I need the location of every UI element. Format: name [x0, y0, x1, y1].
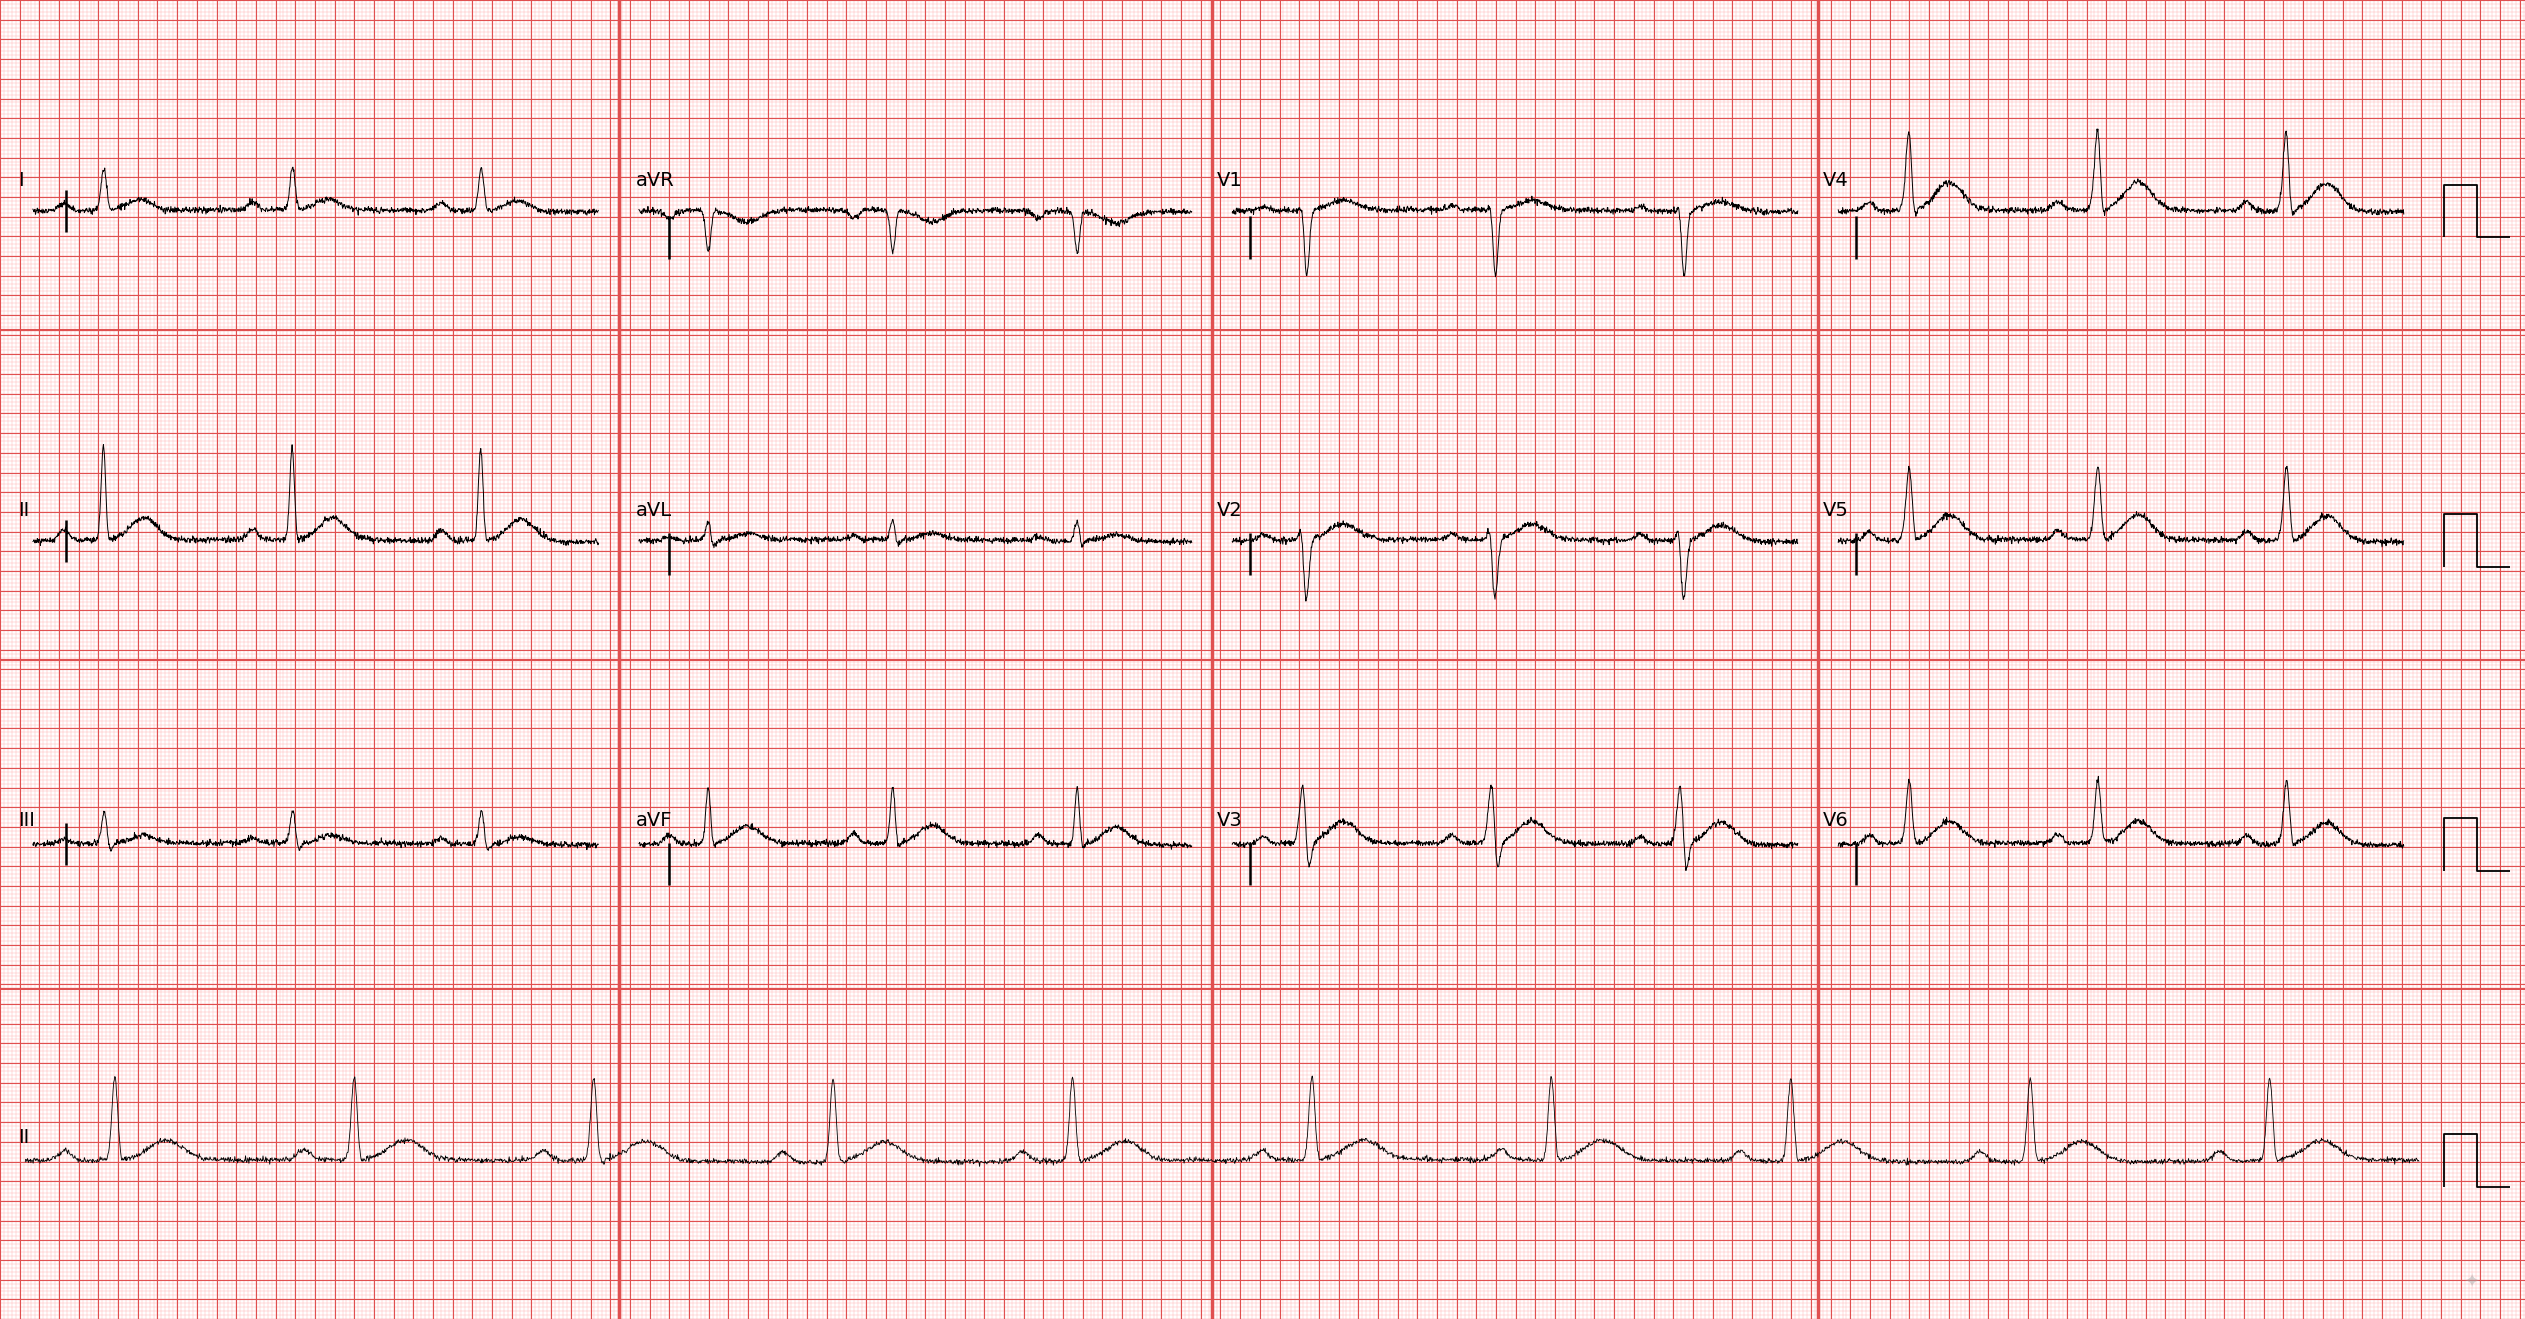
Text: V3: V3 [1217, 811, 1242, 830]
Text: V2: V2 [1217, 501, 1242, 520]
Text: V4: V4 [1823, 171, 1848, 190]
Text: aVR: aVR [636, 171, 674, 190]
Text: aVF: aVF [636, 811, 672, 830]
Text: V6: V6 [1823, 811, 1848, 830]
Text: II: II [18, 1128, 28, 1146]
Text: III: III [18, 811, 35, 830]
Text: V5: V5 [1823, 501, 1848, 520]
Text: V1: V1 [1217, 171, 1242, 190]
Text: I: I [18, 171, 23, 190]
Text: II: II [18, 501, 28, 520]
Text: aVL: aVL [636, 501, 672, 520]
Text: ✦: ✦ [2464, 1272, 2480, 1290]
